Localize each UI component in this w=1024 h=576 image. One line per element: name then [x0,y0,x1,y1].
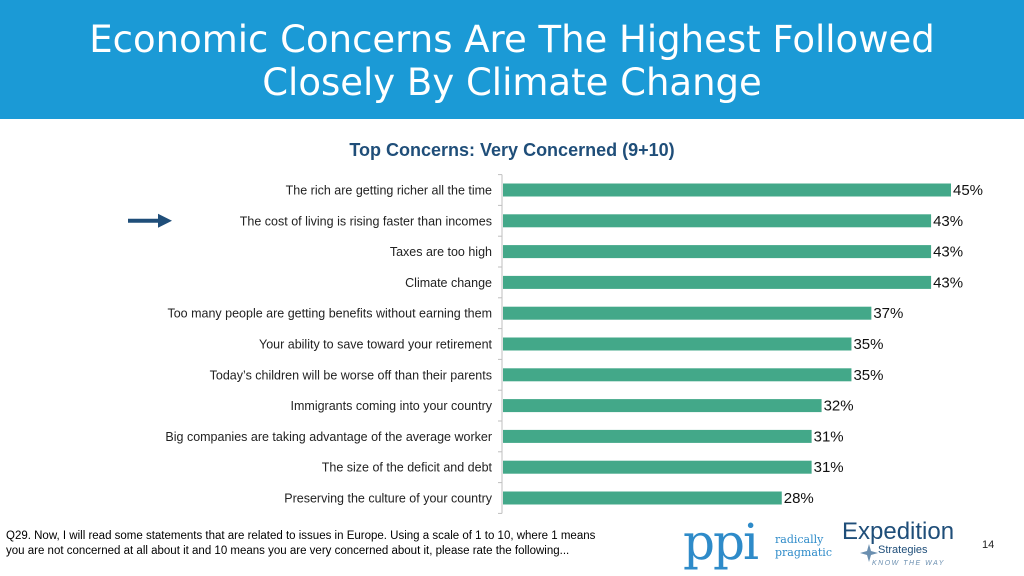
slide-title: Economic Concerns Are The Highest Follow… [40,18,984,104]
category-label: Big companies are taking advantage of th… [165,430,492,444]
category-labels: The rich are getting richer all the time… [165,184,492,506]
bar [503,337,852,351]
category-label: Climate change [405,276,492,290]
category-axis [498,174,503,514]
slide-header: Economic Concerns Are The Highest Follow… [0,0,1024,119]
category-label: Today’s children will be worse off than … [210,368,492,382]
category-label: Too many people are getting benefits wit… [167,307,492,321]
bar [503,245,932,259]
category-label: Immigrants coming into your country [291,399,493,413]
value-labels: 45%43%43%43%37%35%35%32%31%31%28% [784,182,983,507]
right-arrow-icon [128,213,172,228]
category-label: The rich are getting richer all the time [286,184,492,198]
value-label: 45% [953,182,983,199]
question-footnote: Q29. Now, I will read some statements th… [6,530,596,557]
category-label: Taxes are too high [390,245,492,259]
value-label: 43% [933,274,963,291]
category-label: Preserving the culture of your country [284,492,492,506]
value-label: 35% [853,336,883,353]
bar [503,429,812,443]
bar [503,399,822,413]
bar [503,214,932,228]
bar [503,460,812,474]
value-label: 37% [873,305,903,322]
value-label: 43% [933,244,963,261]
expedition-logo-tagline: KNOW THE WAY [872,560,945,567]
value-label: 35% [853,367,883,384]
chart-title: Top Concerns: Very Concerned (9+10) [349,140,675,160]
expedition-strategies-logo: Expedition Strategies KNOW THE WAY [842,518,967,574]
value-label: 31% [814,428,844,445]
category-label: The cost of living is rising faster than… [240,214,492,228]
expedition-logo-subtitle: Strategies [878,544,928,556]
slide-title-line-2: Closely By Climate Change [262,61,762,104]
bar [503,275,932,289]
value-label: 31% [814,459,844,476]
ppi-tagline-line-1: radically [775,533,824,546]
page-number: 14 [982,539,995,551]
bar [503,491,782,505]
ppi-logo-tagline: radically pragmatic [775,533,832,559]
ppi-tagline-line-2: pragmatic [775,546,832,559]
bar-chart: The rich are getting richer all the time… [128,174,983,514]
expedition-logo-name: Expedition [842,518,955,545]
category-label: Your ability to save toward your retirem… [259,338,493,352]
bar [503,183,951,197]
value-label: 43% [933,213,963,230]
bar [503,368,852,382]
category-label: The size of the deficit and debt [322,461,493,475]
value-label: 32% [824,398,854,415]
compass-star-icon [860,544,878,562]
value-label: 28% [784,490,814,507]
bars [503,183,951,505]
bar [503,306,872,320]
slide-title-line-1: Economic Concerns Are The Highest Follow… [89,18,935,61]
ppi-logo: ppi radically pragmatic [683,513,833,571]
ppi-logo-mark: ppi [683,513,759,571]
